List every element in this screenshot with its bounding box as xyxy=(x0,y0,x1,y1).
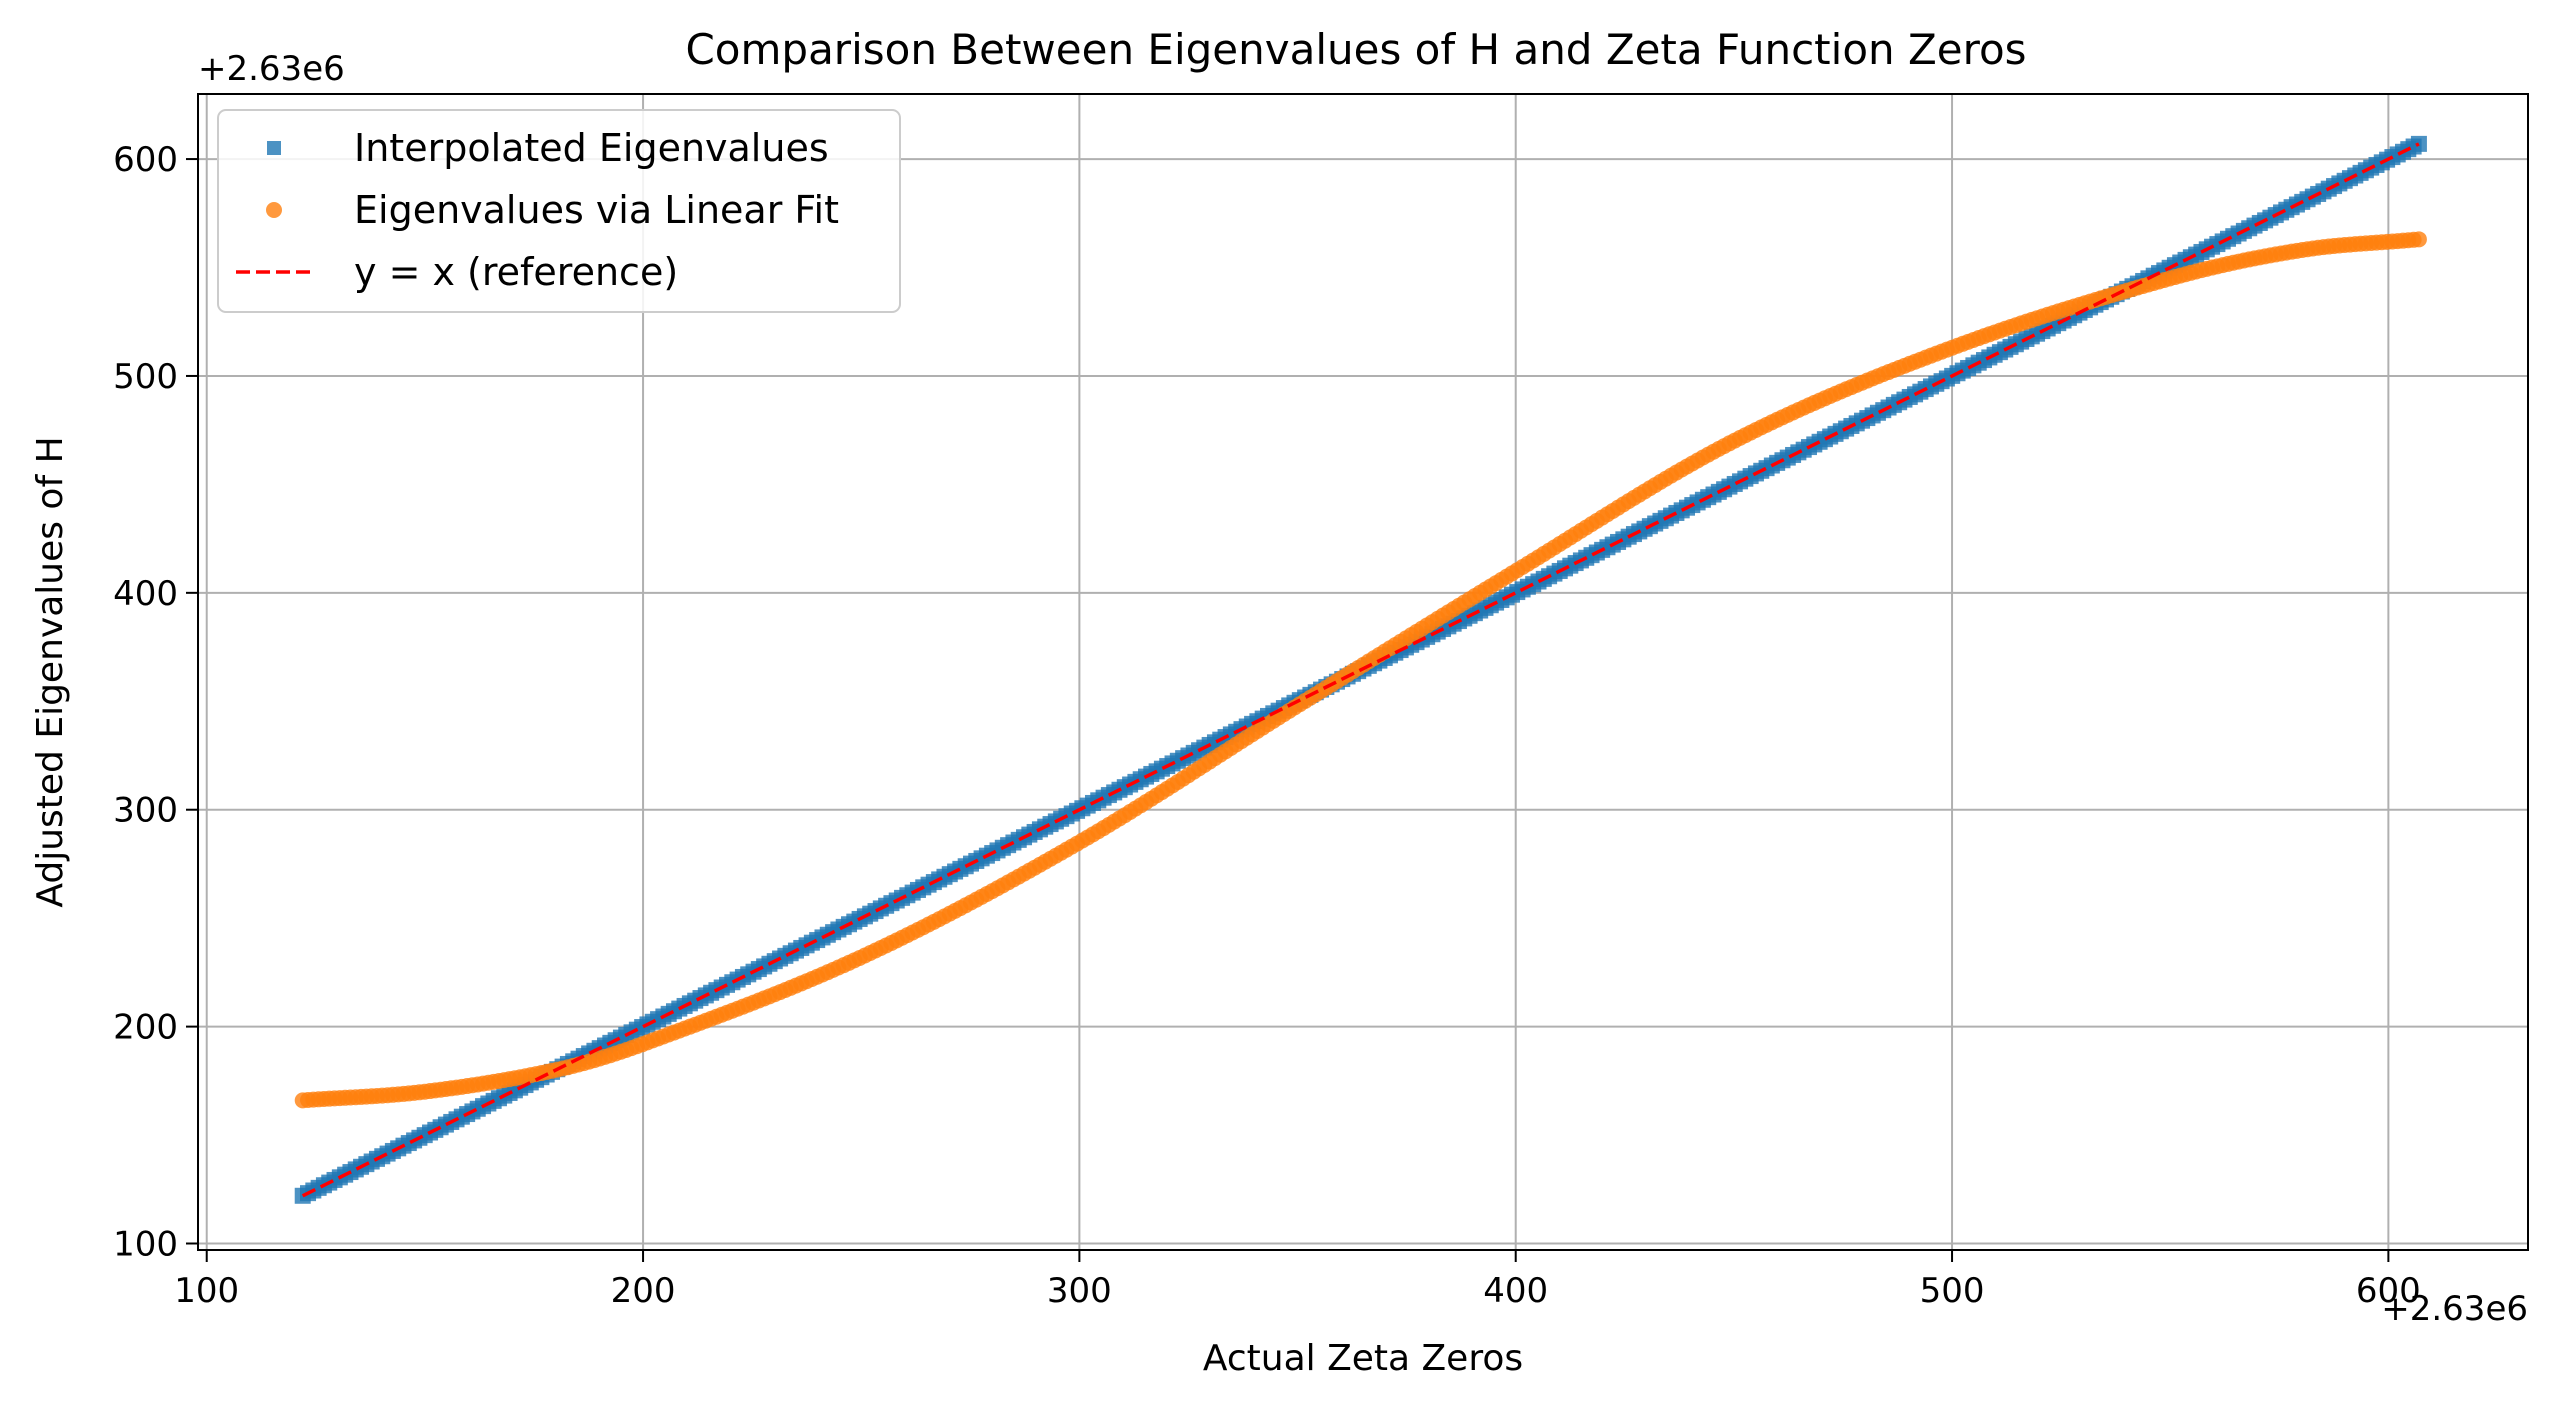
x-tick-label: 400 xyxy=(1483,1271,1548,1311)
legend-label: y = x (reference) xyxy=(354,250,678,294)
legend-marker-square xyxy=(267,141,281,155)
x-axis-label: Actual Zeta Zeros xyxy=(1203,1338,1523,1379)
reference-line xyxy=(301,142,2420,1198)
y-tick-label: 600 xyxy=(113,140,178,180)
y-tick-label: 400 xyxy=(113,574,178,614)
series-layer xyxy=(294,135,2427,1204)
x-offset-label: +2.63e6 xyxy=(2381,1289,2528,1329)
y-tick-label: 300 xyxy=(113,791,178,831)
legend-label: Interpolated Eigenvalues xyxy=(354,126,829,170)
x-tick-label: 600 xyxy=(2356,1271,2421,1311)
plot-frame xyxy=(197,93,2529,1251)
y-axis-label: Adjusted Eigenvalues of H xyxy=(30,436,71,907)
x-tick-label: 200 xyxy=(611,1271,676,1311)
y-offset-label: +2.63e6 xyxy=(198,49,345,89)
axis-ticks: 100 200 300 400 500 600 100 200 300 400 500 600 xyxy=(113,140,2421,1311)
legend: Interpolated Eigenvalues Eigenvalues via … xyxy=(217,109,901,313)
y-tick-label: 100 xyxy=(113,1224,178,1264)
series-2 xyxy=(301,142,2420,1198)
y-tick-label: 200 xyxy=(113,1008,178,1048)
legend-box xyxy=(217,109,901,313)
legend-marker-circle xyxy=(266,202,282,218)
x-tick-label: 300 xyxy=(1047,1271,1112,1311)
chart-title: Comparison Between Eigenvalues of H and … xyxy=(685,25,2026,74)
scatter-point-square xyxy=(2410,135,2427,152)
y-tick-label: 500 xyxy=(113,357,178,397)
scatter-point-circle xyxy=(2410,231,2427,248)
legend-label: Eigenvalues via Linear Fit xyxy=(354,188,839,232)
x-tick-label: 500 xyxy=(1920,1271,1985,1311)
series-1 xyxy=(294,231,2427,1109)
grid xyxy=(198,94,2528,1250)
x-tick-label: 100 xyxy=(174,1271,239,1311)
